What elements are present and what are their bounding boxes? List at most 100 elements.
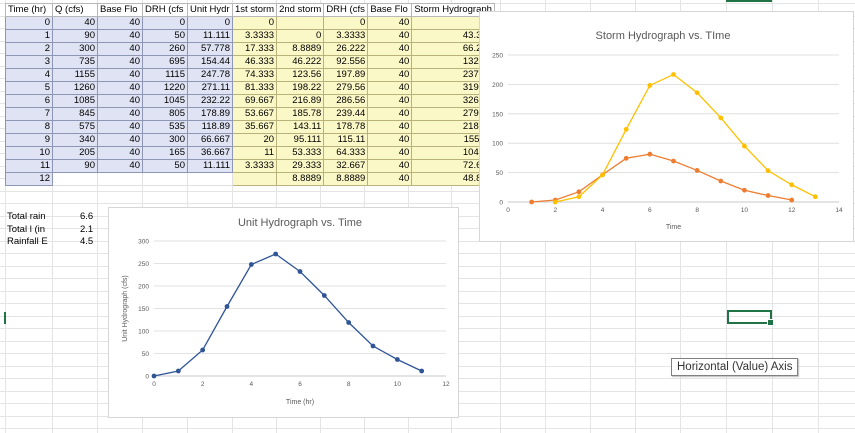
table-cell[interactable]: 90 <box>52 159 98 173</box>
table-cell[interactable]: 0 <box>142 16 188 30</box>
table-cell[interactable]: 50 <box>142 159 188 173</box>
table-cell[interactable]: 40 <box>367 68 413 82</box>
column-header[interactable]: Time (hr) <box>5 3 53 17</box>
table-cell[interactable]: 3.3333 <box>231 159 278 173</box>
table-cell[interactable]: 260 <box>142 42 188 56</box>
table-cell[interactable]: 695 <box>142 55 188 69</box>
table-cell[interactable]: 1220 <box>142 81 188 95</box>
table-cell[interactable]: 198.22 <box>276 81 325 95</box>
summary-label[interactable]: Total rain <box>7 211 46 222</box>
column-header[interactable]: DRH (cfs <box>323 3 369 17</box>
table-cell[interactable]: 40 <box>367 16 413 30</box>
table-cell[interactable]: 40 <box>411 16 495 30</box>
table-cell[interactable]: 40 <box>367 42 413 56</box>
table-cell[interactable]: 36.667 <box>187 146 233 160</box>
column-header[interactable]: 2nd storm <box>276 3 325 17</box>
table-cell[interactable]: 40 <box>97 55 143 69</box>
summary-value[interactable]: 2.1 <box>80 223 94 235</box>
table-cell[interactable]: 185.78 <box>276 107 325 121</box>
table-cell[interactable]: 90 <box>52 29 98 43</box>
table-cell[interactable]: 3.3333 <box>323 29 369 43</box>
table-cell[interactable]: 40 <box>97 42 143 56</box>
table-cell[interactable]: 4 <box>5 68 53 82</box>
table-cell[interactable]: 40 <box>97 146 143 160</box>
table-cell[interactable]: 8.8889 <box>276 172 325 186</box>
table-cell[interactable]: 237.89 <box>411 68 495 82</box>
table-cell[interactable]: 66.222 <box>411 42 495 56</box>
column-header[interactable]: Base Flo <box>367 3 413 17</box>
table-cell[interactable]: 66.667 <box>187 133 233 147</box>
table-cell[interactable]: 40 <box>97 16 143 30</box>
table-cell[interactable]: 0 <box>5 16 53 30</box>
column-header[interactable]: Base Flo <box>97 3 143 17</box>
table-cell[interactable]: 8 <box>5 120 53 134</box>
table-cell[interactable]: 735 <box>52 55 98 69</box>
table-cell[interactable]: 0 <box>187 16 233 30</box>
table-cell[interactable]: 40 <box>367 107 413 121</box>
table-cell[interactable]: 40 <box>97 68 143 82</box>
table-cell[interactable]: 7 <box>5 107 53 121</box>
table-cell[interactable]: 247.78 <box>187 68 233 82</box>
table-cell[interactable]: 40 <box>97 107 143 121</box>
table-cell[interactable]: 40 <box>97 133 143 147</box>
table-cell[interactable]: 40 <box>97 81 143 95</box>
table-cell[interactable]: 197.89 <box>323 68 369 82</box>
table-cell[interactable]: 845 <box>52 107 98 121</box>
table-cell[interactable]: 46.222 <box>276 55 325 69</box>
column-header[interactable]: Unit Hydr <box>187 3 233 17</box>
table-cell[interactable]: 178.78 <box>323 120 369 134</box>
table-cell[interactable]: 3 <box>5 55 53 69</box>
table-cell[interactable]: 40 <box>367 94 413 108</box>
table-cell[interactable]: 805 <box>142 107 188 121</box>
table-cell[interactable]: 74.333 <box>231 68 278 82</box>
table-cell[interactable]: 340 <box>52 133 98 147</box>
table-cell[interactable]: 46.333 <box>231 55 278 69</box>
summary-label[interactable]: Total l (in <box>7 223 46 235</box>
table-cell[interactable]: 92.556 <box>323 55 369 69</box>
table-cell[interactable]: 8.8889 <box>323 172 369 186</box>
table-cell[interactable]: 0 <box>231 16 278 30</box>
selected-cell[interactable] <box>727 310 774 326</box>
summary-value[interactable]: 6.6 <box>80 211 94 222</box>
table-cell[interactable]: 20 <box>231 133 278 147</box>
table-cell[interactable]: 32.667 <box>323 159 369 173</box>
table-cell[interactable]: 178.89 <box>187 107 233 121</box>
table-cell[interactable]: 10 <box>5 146 53 160</box>
table-cell[interactable]: 218.78 <box>411 120 495 134</box>
table-cell[interactable]: 40 <box>97 159 143 173</box>
table-cell[interactable]: 40 <box>367 159 413 173</box>
table-cell[interactable] <box>142 172 188 186</box>
table-cell[interactable]: 205 <box>52 146 98 160</box>
table-cell[interactable] <box>231 172 278 186</box>
table-cell[interactable]: 300 <box>52 42 98 56</box>
table-cell[interactable]: 69.667 <box>231 94 278 108</box>
table-cell[interactable]: 40 <box>97 120 143 134</box>
table-cell[interactable]: 40 <box>97 29 143 43</box>
table-cell[interactable] <box>276 16 325 30</box>
table-cell[interactable]: 11 <box>231 146 278 160</box>
table-cell[interactable] <box>52 172 98 186</box>
table-cell[interactable]: 575 <box>52 120 98 134</box>
table-cell[interactable]: 11.111 <box>187 29 233 43</box>
table-cell[interactable]: 118.89 <box>187 120 233 134</box>
table-cell[interactable]: 57.778 <box>187 42 233 56</box>
table-cell[interactable]: 53.667 <box>231 107 278 121</box>
table-cell[interactable] <box>187 172 233 186</box>
table-cell[interactable]: 5 <box>5 81 53 95</box>
table-cell[interactable]: 216.89 <box>276 94 325 108</box>
table-cell[interactable]: 271.11 <box>187 81 233 95</box>
table-cell[interactable]: 232.22 <box>187 94 233 108</box>
table-cell[interactable]: 104.33 <box>411 146 495 160</box>
table-cell[interactable]: 115.11 <box>323 133 369 147</box>
table-cell[interactable]: 81.333 <box>231 81 278 95</box>
table-cell[interactable]: 64.333 <box>323 146 369 160</box>
table-cell[interactable]: 9 <box>5 133 53 147</box>
table-cell[interactable]: 1 <box>5 29 53 43</box>
table-cell[interactable]: 0 <box>323 16 369 30</box>
table-cell[interactable]: 0 <box>276 29 325 43</box>
table-cell[interactable]: 40 <box>367 55 413 69</box>
table-cell[interactable]: 279.56 <box>323 81 369 95</box>
table-cell[interactable]: 35.667 <box>231 120 278 134</box>
table-cell[interactable]: 40 <box>367 146 413 160</box>
table-cell[interactable]: 1115 <box>142 68 188 82</box>
